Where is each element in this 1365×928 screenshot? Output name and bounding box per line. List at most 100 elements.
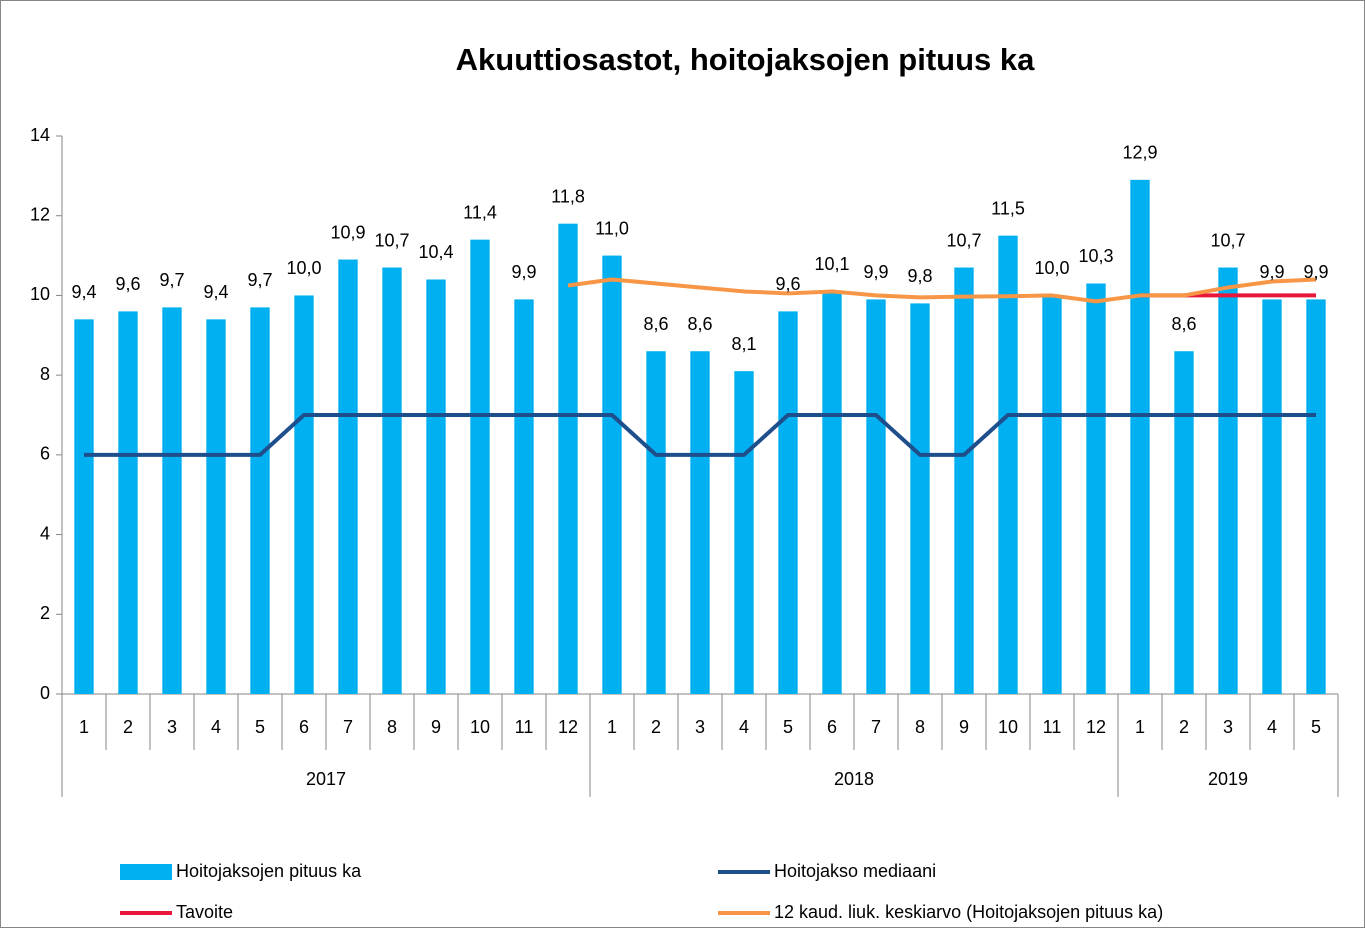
data-label: 9,9: [1303, 262, 1328, 282]
x-tick-label: 7: [343, 717, 353, 737]
data-label: 11,5: [991, 198, 1025, 218]
x-tick-label: 12: [1086, 717, 1106, 737]
y-tick-label: 12: [30, 204, 50, 224]
bar: [1306, 299, 1326, 694]
x-tick-label: 4: [211, 717, 221, 737]
bar: [1174, 351, 1194, 694]
x-tick-label: 11: [515, 717, 534, 737]
x-tick-label: 3: [1223, 717, 1233, 737]
x-tick-label: 5: [255, 717, 265, 737]
x-tick-label: 4: [739, 717, 749, 737]
y-tick-label: 4: [40, 523, 50, 543]
x-tick-label: 2: [1179, 717, 1189, 737]
legend-label: Tavoite: [176, 902, 233, 922]
bar: [558, 223, 578, 694]
data-label: 11,0: [595, 218, 629, 238]
data-label: 10,0: [286, 258, 321, 278]
x-group-label: 2018: [834, 769, 874, 789]
y-tick-label: 0: [40, 683, 50, 703]
data-label: 9,4: [203, 282, 228, 302]
bar: [294, 295, 314, 694]
y-tick-label: 6: [40, 444, 50, 464]
x-tick-label: 3: [695, 717, 705, 737]
x-tick-label: 10: [470, 717, 490, 737]
data-label: 9,6: [115, 274, 140, 294]
data-label: 10,0: [1034, 258, 1069, 278]
bar: [646, 351, 666, 694]
bar: [602, 255, 622, 695]
data-label: 9,9: [863, 262, 888, 282]
x-group-label: 2019: [1208, 769, 1248, 789]
x-tick-label: 1: [1135, 717, 1145, 737]
bar: [382, 267, 402, 694]
legend-label: Hoitojaksojen pituus ka: [176, 861, 362, 881]
data-label: 9,7: [159, 270, 184, 290]
bar: [910, 303, 930, 694]
bar: [426, 279, 446, 694]
x-tick-label: 6: [299, 717, 309, 737]
line: [567, 277, 1317, 304]
data-label: 11,4: [463, 202, 497, 222]
x-tick-label: 8: [915, 717, 925, 737]
data-label: 8,6: [1171, 314, 1196, 334]
bar: [250, 307, 270, 694]
data-label: 10,9: [330, 222, 365, 242]
data-label: 9,6: [775, 274, 800, 294]
bar: [690, 351, 710, 694]
data-label: 9,9: [511, 262, 536, 282]
x-tick-label: 10: [998, 717, 1018, 737]
data-label: 9,9: [1259, 262, 1284, 282]
y-tick-label: 10: [30, 284, 50, 304]
data-label: 10,3: [1078, 246, 1113, 266]
x-tick-label: 3: [167, 717, 177, 737]
bar: [954, 267, 974, 694]
bar: [998, 235, 1018, 694]
bar: [822, 291, 842, 694]
x-tick-label: 9: [959, 717, 969, 737]
bar: [1086, 283, 1106, 694]
bar: [1262, 299, 1282, 694]
x-group-label: 2017: [306, 769, 346, 789]
x-tick-label: 9: [431, 717, 441, 737]
data-label: 9,7: [247, 270, 272, 290]
data-label: 10,4: [418, 242, 453, 262]
data-label: 10,1: [814, 254, 849, 274]
data-label: 9,4: [71, 282, 96, 302]
x-tick-label: 4: [1267, 717, 1277, 737]
data-label: 10,7: [1210, 230, 1245, 250]
x-tick-label: 6: [827, 717, 837, 737]
x-tick-label: 7: [871, 717, 881, 737]
x-tick-label: 11: [1043, 717, 1062, 737]
x-tick-label: 1: [607, 717, 617, 737]
data-label: 8,1: [731, 334, 756, 354]
line: [84, 413, 1316, 457]
data-label: 10,7: [374, 230, 409, 250]
y-tick-label: 14: [30, 125, 50, 145]
x-tick-label: 2: [651, 717, 661, 737]
data-label: 11,8: [551, 186, 585, 206]
data-label: 10,7: [946, 230, 981, 250]
bar: [1218, 267, 1238, 694]
bar: [866, 299, 886, 694]
legend-label: Hoitojakso mediaani: [774, 861, 936, 881]
bar: [514, 299, 534, 694]
x-tick-label: 2: [123, 717, 133, 737]
legend-label: 12 kaud. liuk. keskiarvo (Hoitojaksojen …: [774, 902, 1163, 922]
x-tick-label: 5: [1311, 717, 1321, 737]
y-tick-label: 2: [40, 603, 50, 623]
bar: [74, 319, 94, 694]
bar: [162, 307, 182, 694]
x-tick-label: 5: [783, 717, 793, 737]
bar: [734, 371, 754, 694]
bar: [206, 319, 226, 694]
bar: [1042, 295, 1062, 694]
data-label: 12,9: [1122, 143, 1157, 163]
bar: [1130, 179, 1150, 695]
chart-title: Akuuttiosastot, hoitojaksojen pituus ka: [456, 42, 1035, 77]
data-label: 8,6: [643, 314, 668, 334]
x-tick-label: 1: [79, 717, 89, 737]
bar: [778, 311, 798, 694]
data-label: 9,8: [907, 266, 932, 286]
